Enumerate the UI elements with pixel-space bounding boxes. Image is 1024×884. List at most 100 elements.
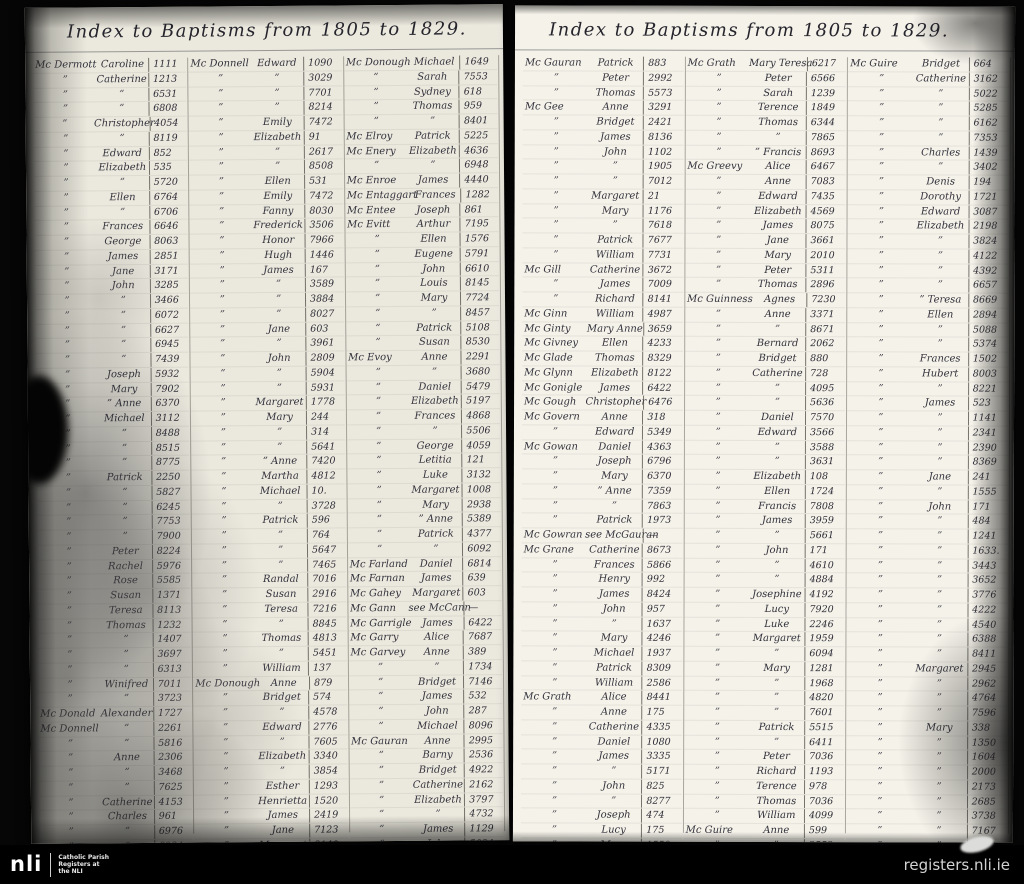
- given-name-cell: Mary Teresa: [749, 57, 813, 70]
- surname-cell: ”: [64, 266, 70, 278]
- entry-number-cell: 3776: [967, 588, 1008, 603]
- index-row: ” ” 5661: [684, 528, 846, 544]
- entry-number-cell: 8673: [641, 543, 683, 558]
- index-row: Mc Gowran see McGauran —: [521, 528, 683, 544]
- index-row: ” Patrick 8309: [521, 661, 683, 677]
- surname-cell: ”: [552, 514, 558, 526]
- surname-cell: ”: [377, 661, 384, 673]
- given-name-cell: ”: [938, 117, 944, 129]
- surname-cell: ”: [68, 811, 74, 823]
- index-row: ” ” 3466: [34, 293, 189, 310]
- entry-number-cell: 2552: [803, 838, 845, 843]
- surname-cell: ”: [66, 516, 72, 528]
- index-row: ” Peter 5311: [685, 263, 846, 279]
- index-row: Mc Garvey Anne 389: [348, 645, 502, 662]
- index-row: ” ” 3589: [190, 277, 344, 294]
- entry-number-cell: 1727: [152, 706, 192, 721]
- entry-number-cell: 879: [309, 675, 347, 690]
- surname-cell: ”: [878, 191, 885, 203]
- index-row: ” ” 8845: [192, 616, 347, 633]
- index-row: ” ” 6945: [35, 337, 189, 354]
- index-row: ” Ellen 1724: [684, 484, 846, 500]
- entry-number-cell: 2894: [967, 308, 1009, 323]
- index-row: ” ” 7701: [188, 85, 343, 102]
- index-row: ” ” 2617: [189, 144, 343, 161]
- given-name-cell: Bridget: [596, 116, 635, 128]
- index-row: ” ” 7465: [192, 557, 346, 574]
- surname-cell: ”: [553, 190, 559, 202]
- given-name-cell: ”: [936, 604, 943, 616]
- index-row: ” Winifred 7011: [37, 677, 192, 694]
- index-row: ” Charles 961: [39, 809, 193, 826]
- surname-cell: Mc Dermott: [35, 59, 97, 71]
- given-name-cell: ”: [937, 235, 944, 247]
- surname-cell: ”: [375, 366, 381, 378]
- given-name-cell: Patrick: [414, 130, 451, 142]
- surname-cell: ”: [552, 603, 558, 615]
- entry-number-cell: 2945: [967, 662, 1008, 677]
- surname-cell: ”: [716, 234, 722, 246]
- entry-number-cell: 8508: [303, 159, 343, 174]
- index-row: ” Jane 241: [847, 470, 1008, 486]
- surname-cell: ”: [878, 235, 884, 247]
- entry-number-cell: 6976: [153, 824, 193, 839]
- index-row: ”John5034: [349, 836, 504, 844]
- index-row: ” ” 7605: [193, 734, 348, 751]
- given-name-cell: ”: [775, 323, 781, 335]
- surname-cell: ”: [879, 87, 885, 99]
- given-name-cell: Joseph: [597, 455, 632, 467]
- given-name-cell: John: [603, 146, 627, 158]
- given-name-cell: James: [599, 382, 631, 394]
- surname-cell: ”: [878, 338, 884, 350]
- surname-cell: ”: [714, 677, 721, 689]
- index-row: Mc Guire Anne 599: [683, 823, 845, 839]
- index-row: ” John 6610: [345, 261, 499, 278]
- entry-number-cell: 764: [306, 528, 346, 543]
- index-row: ” ” 5816: [38, 736, 192, 753]
- given-name-cell: Patrick: [106, 471, 143, 484]
- entry-number-cell: 2809: [305, 351, 345, 366]
- entry-number-cell: 2421: [643, 115, 684, 130]
- surname-cell: ”: [878, 515, 884, 527]
- entry-number-cell: 1371: [151, 588, 191, 603]
- given-name-cell: ”: [937, 264, 943, 276]
- entry-number-cell: 7601: [804, 706, 845, 720]
- index-row: ” ” 4540: [846, 617, 1008, 633]
- given-name-cell: Elizabeth: [590, 367, 639, 379]
- given-name-cell: ”: [612, 175, 618, 187]
- entry-number-cell: 2173: [966, 780, 1008, 795]
- given-name-cell: ”: [937, 382, 943, 394]
- surname-cell: ”: [877, 766, 883, 778]
- entry-number-cell: 3884: [304, 292, 344, 307]
- index-row: ”Margaret3140: [194, 838, 349, 844]
- entry-number-cell: 8075: [805, 219, 846, 234]
- index-row: ” ” 5827: [36, 485, 190, 502]
- entry-number-cell: 4610: [804, 558, 845, 573]
- index-row: ” Luke 2246: [684, 617, 845, 633]
- index-row: ” Patrick 1973: [521, 513, 683, 529]
- index-row: ” ” 7618: [522, 218, 684, 234]
- entry-number-cell: 194: [968, 175, 1009, 190]
- surname-cell: ”: [877, 810, 883, 822]
- entry-number-cell: 4377: [462, 527, 501, 542]
- index-row: ” Mary 2938: [347, 497, 501, 514]
- entry-number-cell: 5197: [461, 394, 500, 409]
- given-name-cell: Peter: [602, 72, 630, 84]
- entry-number-cell: 7472: [304, 189, 343, 204]
- index-row: ” Louis 8145: [345, 276, 499, 293]
- entry-number-cell: 167: [304, 262, 344, 277]
- entry-number-cell: 7618: [642, 218, 684, 233]
- surname-cell: ”: [219, 264, 225, 276]
- surname-cell: Mc Glynn: [524, 367, 573, 379]
- given-name-cell: Michael: [259, 485, 301, 497]
- surname-cell: ”: [378, 765, 384, 777]
- index-row: ” James 8136: [522, 130, 684, 146]
- index-row: ” Jane 603: [190, 321, 344, 338]
- entry-number-cell: 7701: [303, 85, 343, 100]
- index-row: ” ” 5720: [34, 175, 188, 192]
- surname-cell: ”: [377, 543, 383, 555]
- given-name-cell: Elizabeth: [754, 205, 802, 217]
- given-name-cell: James: [420, 572, 452, 585]
- given-name-cell: Henrietta: [258, 795, 308, 807]
- entry-number-cell: 1559: [641, 838, 682, 843]
